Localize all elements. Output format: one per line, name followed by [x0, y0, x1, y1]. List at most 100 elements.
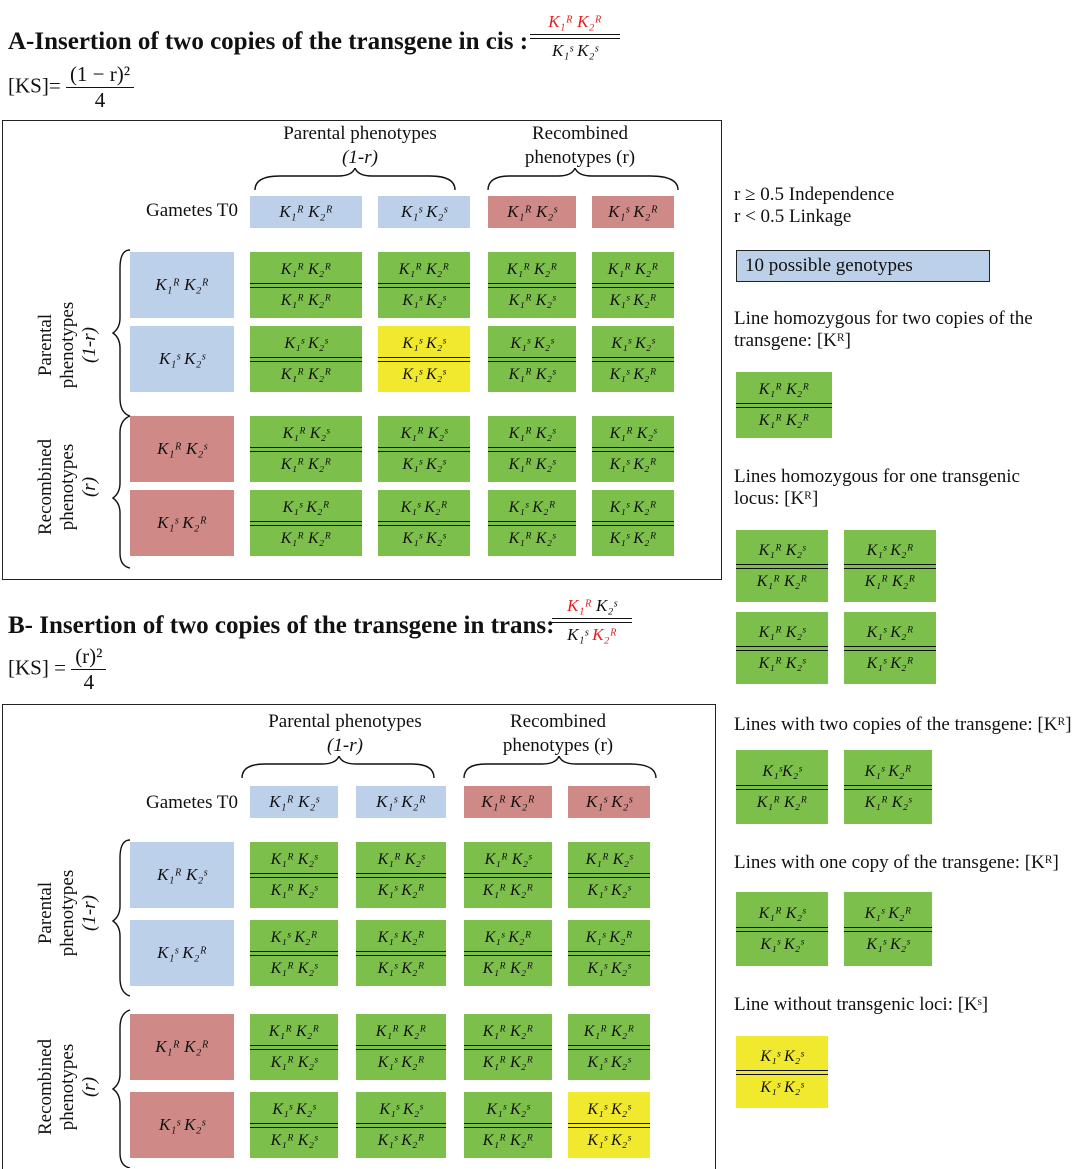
- genotype-bottom-gamete: K₁ˢ K₂ˢ: [587, 959, 631, 977]
- part-a-row-label: K₁ᴿ K₂ˢ: [130, 416, 234, 482]
- genotype-double-line: [488, 356, 576, 362]
- genotype-double-line: [250, 1044, 338, 1050]
- part-b-config-bot-b: K₂ᴿ: [592, 625, 617, 644]
- genotype-bottom-gamete: K₁ˢ K₂ᴿ: [609, 455, 657, 473]
- part-a-genotype-cell: K₁ˢ K₂ˢ K₁ˢ K₂ˢ: [378, 326, 470, 392]
- part-a-genotype-cell: K₁ˢ K₂ᴿ K₁ˢ K₂ˢ: [378, 490, 470, 556]
- part-a-side-recomb: Recombined phenotypes (r): [35, 437, 101, 537]
- genotype-bottom-gamete: K₁ᴿ K₂ˢ: [508, 455, 556, 473]
- genotype-bottom-gamete: K₁ᴿ K₂ᴿ: [482, 881, 534, 899]
- genotype-top-gamete: K₁ˢ K₂ᴿ: [400, 498, 448, 516]
- part-a-gamete: K₁ᴿ K₂ˢ: [488, 196, 576, 228]
- legend-no-loci-example: K₁ˢ K₂ˢ K₁ˢ K₂ˢ: [736, 1036, 828, 1108]
- part-a-row-label: K₁ˢ K₂ˢ: [130, 326, 234, 392]
- genotype-double-line: [736, 1069, 828, 1075]
- genotype-top-gamete: K₁ᴿ K₂ᴿ: [506, 260, 558, 278]
- part-b-genotype-cell: K₁ˢ K₂ᴿ K₁ˢ K₂ᴿ: [356, 920, 446, 986]
- part-a-config-top: K₁ᴿ K₂ᴿ: [548, 12, 602, 31]
- genotype-double-line: [736, 402, 832, 408]
- genotype-top-gamete: K₁ˢ K₂ˢ: [284, 334, 328, 352]
- part-b-gamete: K₁ᴿ K₂ˢ: [250, 786, 338, 818]
- genotype-double-line: [250, 446, 362, 452]
- part-a-gametes-label: Gametes T0: [146, 200, 238, 221]
- genotype-bottom-gamete: K₁ᴿ K₂ˢ: [864, 793, 912, 811]
- legend-genotypes-box: 10 possible genotypes: [736, 250, 990, 282]
- genotype-top-gamete: K₁ˢ K₂ˢ: [611, 334, 655, 352]
- genotype-top-gamete: K₁ˢ K₂ˢ: [510, 334, 554, 352]
- genotype-bottom-gamete: K₁ˢ K₂ᴿ: [609, 291, 657, 309]
- legend-two-copies-example: K₁ˢ K₂ᴿ K₁ᴿ K₂ˢ: [844, 750, 932, 824]
- part-a-hdr-parental-sub: (1-r): [342, 147, 378, 168]
- genotype-bottom-gamete: K₁ˢ K₂ᴿ: [377, 1131, 425, 1149]
- legend-two-copies-example: K₁ˢK₂ˢ K₁ᴿ K₂ᴿ: [736, 750, 828, 824]
- genotype-top-gamete: K₁ˢ K₂ᴿ: [609, 498, 657, 516]
- genotype-double-line: [844, 784, 932, 790]
- part-a-hdr-recomb-sub: phenotypes (r): [524, 147, 636, 168]
- part-b-genotype-cell: K₁ᴿ K₂ᴿ K₁ᴿ K₂ᴿ: [464, 1014, 552, 1080]
- genotype-double-line: [250, 520, 362, 526]
- legend-homo-one-example: K₁ᴿ K₂ˢ K₁ᴿ K₂ᴿ: [736, 530, 828, 602]
- genotype-bottom-gamete: K₁ᴿ K₂ᴿ: [758, 411, 810, 429]
- part-b-genotype-cell: K₁ˢ K₂ˢ K₁ˢ K₂ᴿ: [356, 1092, 446, 1158]
- part-a-genotype-cell: K₁ᴿ K₂ˢ K₁ᴿ K₂ˢ: [488, 416, 576, 482]
- part-a-formula-den: 4: [94, 88, 106, 112]
- genotype-top-gamete: K₁ˢ K₂ᴿ: [864, 762, 912, 780]
- part-a-hdr-recomb: Recombined phenotypes (r): [480, 122, 680, 170]
- legend-two-copies: Lines with two copies of the transgene: …: [734, 714, 1072, 735]
- genotype-double-line: [250, 950, 338, 956]
- genotype-bottom-gamete: K₁ˢ K₂ˢ: [587, 1053, 631, 1071]
- part-b-hdr-parental-sub: (1-r): [327, 735, 363, 756]
- genotype-bottom-gamete: K₁ᴿ K₂ᴿ: [280, 455, 332, 473]
- genotype-double-line: [568, 1122, 650, 1128]
- genotype-double-line: [592, 282, 674, 288]
- genotype-top-gamete: K₁ˢ K₂ᴿ: [270, 928, 318, 946]
- legend-homo-one-l1: Lines homozygous for one transgenic: [734, 466, 1020, 487]
- part-b-gamete: K₁ᴿ K₂ᴿ: [464, 786, 552, 818]
- genotype-top-gamete: K₁ᴿ K₂ˢ: [270, 850, 318, 868]
- legend-homo-two-l2: transgene: [Kᴿ]: [734, 330, 851, 351]
- genotype-top-gamete: K₁ᴿ K₂ˢ: [484, 850, 532, 868]
- genotype-double-line: [378, 520, 470, 526]
- genotype-top-gamete: K₁ᴿ K₂ˢ: [282, 424, 330, 442]
- part-b-side-recomb-2: phenotypes: [57, 1043, 78, 1131]
- genotype-bottom-gamete: K₁ˢ K₂ˢ: [402, 365, 446, 383]
- part-b-formula: [KS] = (r)² 4: [8, 644, 107, 695]
- genotype-bottom-gamete: K₁ˢ K₂ˢ: [402, 529, 446, 547]
- genotype-double-line: [592, 446, 674, 452]
- genotype-double-line: [568, 1044, 650, 1050]
- genotype-top-gamete: K₁ᴿ K₂ˢ: [377, 850, 425, 868]
- genotype-double-line: [592, 520, 674, 526]
- genotype-top-gamete: K₁ˢ K₂ᴿ: [282, 498, 330, 516]
- legend-one-copy-example: K₁ˢ K₂ᴿ K₁ˢ K₂ˢ: [844, 892, 932, 966]
- part-a-formula-lhs: [KS]=: [8, 73, 61, 98]
- genotype-bottom-gamete: K₁ᴿ K₂ᴿ: [280, 365, 332, 383]
- genotype-top-gamete: K₁ᴿ K₂ᴿ: [375, 1022, 427, 1040]
- genotype-double-line: [250, 1122, 338, 1128]
- part-a-genotype-cell: K₁ᴿ K₂ˢ K₁ᴿ K₂ᴿ: [250, 416, 362, 482]
- legend-one-copy: Lines with one copy of the transgene: [K…: [734, 852, 1059, 873]
- genotype-double-line: [356, 950, 446, 956]
- genotype-top-gamete: K₁ᴿ K₂ˢ: [400, 424, 448, 442]
- genotype-bottom-gamete: K₁ᴿ K₂ˢ: [508, 291, 556, 309]
- genotype-double-line: [250, 356, 362, 362]
- genotype-bottom-gamete: K₁ˢ K₂ᴿ: [866, 654, 914, 672]
- part-b-side-braces: [111, 839, 131, 1168]
- genotype-top-gamete: K₁ˢ K₂ˢ: [486, 1100, 530, 1118]
- legend-homo-two-l1: Line homozygous for two copies of the: [734, 308, 1033, 329]
- legend-homo-one-example: K₁ˢ K₂ᴿ K₁ᴿ K₂ᴿ: [844, 530, 936, 602]
- genotype-bottom-gamete: K₁ᴿ K₂ˢ: [508, 529, 556, 547]
- part-a-genotype-cell: K₁ˢ K₂ᴿ K₁ˢ K₂ᴿ: [592, 490, 674, 556]
- part-a-genotype-cell: K₁ˢ K₂ᴿ K₁ᴿ K₂ˢ: [488, 490, 576, 556]
- part-b-gamete: K₁ˢ K₂ᴿ: [356, 786, 446, 818]
- part-b-config-top-b: K₂ˢ: [591, 596, 617, 615]
- part-b-hdr-recomb: Recombined phenotypes (r): [460, 710, 656, 758]
- genotype-top-gamete: K₁ᴿ K₂ᴿ: [607, 260, 659, 278]
- genotype-bottom-gamete: K₁ˢ K₂ᴿ: [377, 1053, 425, 1071]
- genotype-double-line: [378, 446, 470, 452]
- genotype-bottom-gamete: K₁ᴿ K₂ᴿ: [280, 529, 332, 547]
- part-b-side-parental: Parental phenotypes (1-r): [35, 863, 101, 963]
- part-b-genotype-cell: K₁ᴿ K₂ᴿ K₁ᴿ K₂ˢ: [250, 1014, 338, 1080]
- genotype-double-line: [592, 356, 674, 362]
- genotype-top-gamete: K₁ᴿ K₂ᴿ: [758, 380, 810, 398]
- part-a-genotype-cell: K₁ᴿ K₂ᴿ K₁ˢ K₂ᴿ: [592, 252, 674, 318]
